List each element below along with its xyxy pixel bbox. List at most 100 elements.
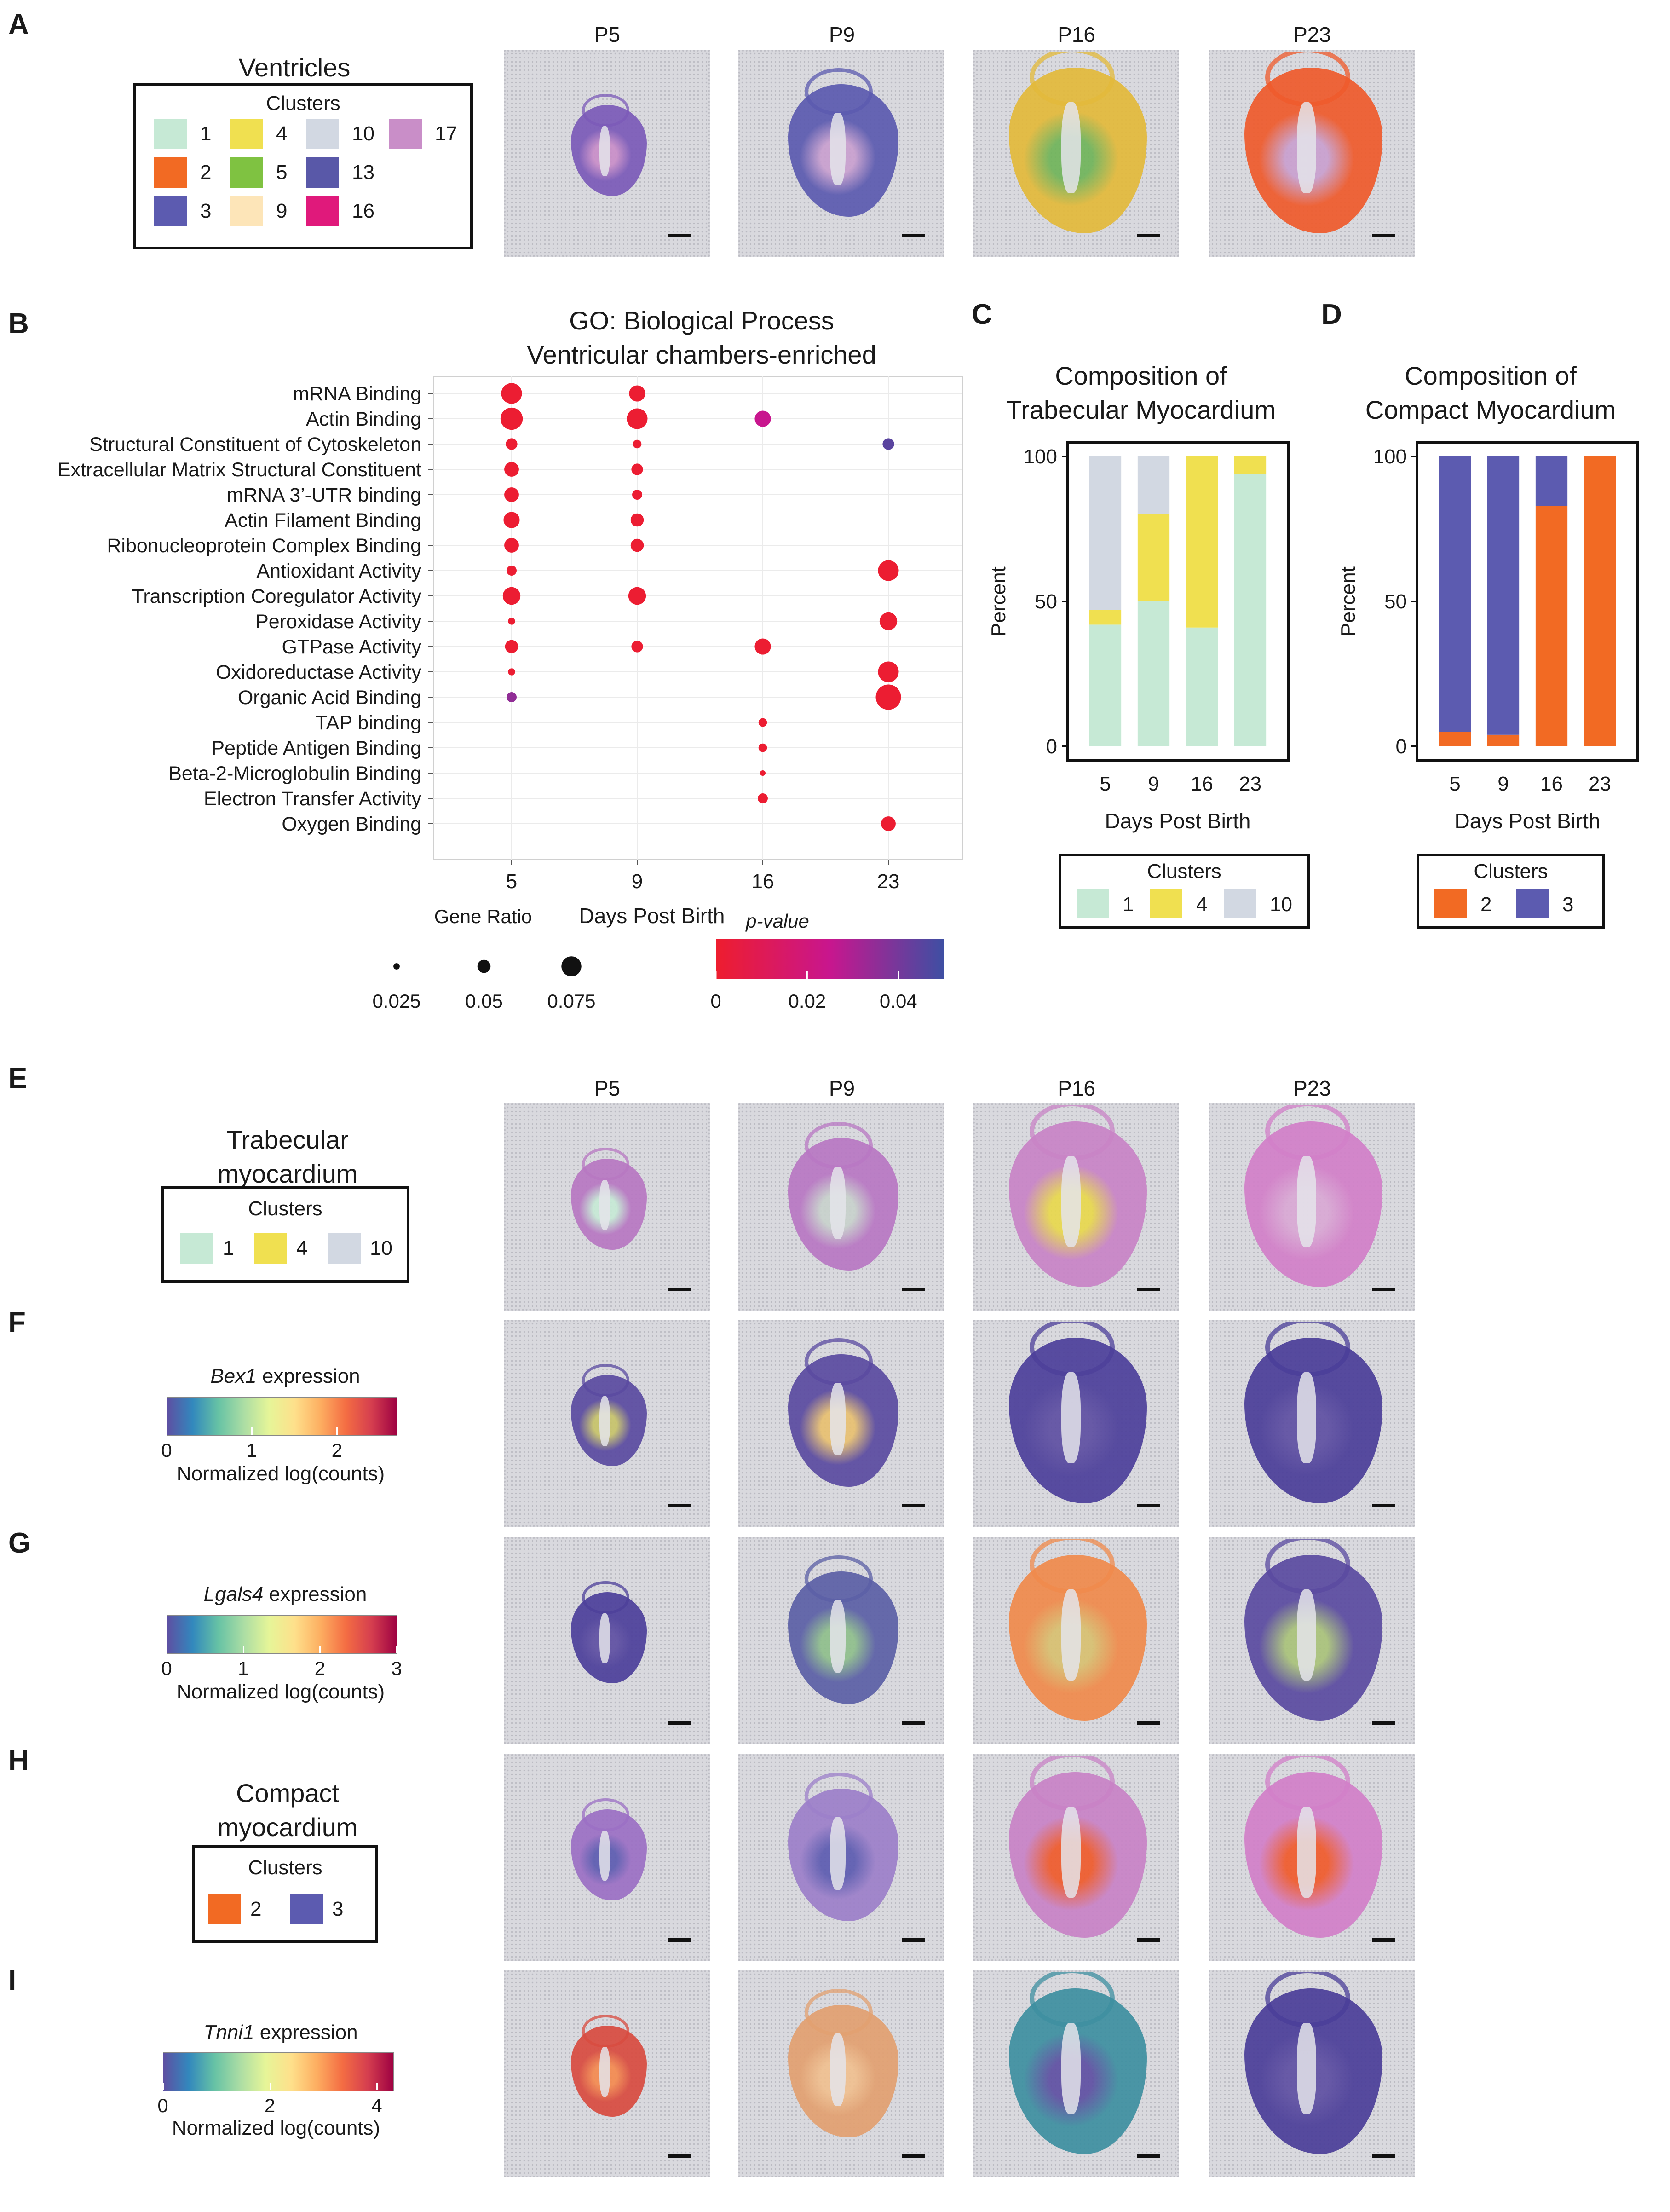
legend-title: Clusters	[1147, 860, 1221, 883]
atrium-outline	[582, 1798, 629, 1831]
scale-bar	[902, 1938, 925, 1942]
y-tick-label: 0	[1396, 735, 1407, 758]
y-tick-label: Organic Acid Binding	[238, 687, 421, 709]
atrium-outline	[582, 1148, 629, 1181]
scale-bar	[668, 1504, 691, 1507]
col-title-e-p23: P23	[1293, 1076, 1331, 1100]
atrium-outline	[1030, 1322, 1115, 1377]
dot-point	[633, 439, 642, 449]
size-legend-label: 0.075	[547, 990, 595, 1012]
y-tick-label: Ribonucleoprotein Complex Binding	[107, 535, 421, 557]
colorbar-tick	[336, 1427, 338, 1435]
atrium-outline	[1265, 1972, 1350, 2027]
tissue-image-row6-p16	[973, 1970, 1179, 2177]
tissue-image-row4-p23	[1209, 1537, 1415, 1744]
ventricle-lumen	[1297, 1806, 1316, 1898]
scale-bar	[902, 1288, 925, 1291]
ventricle-lumen	[1061, 1155, 1081, 1247]
atrium-outline	[582, 94, 629, 127]
tissue-image-row1-p9	[738, 50, 944, 257]
atrium-outline	[582, 2015, 629, 2048]
scale-bar	[668, 1938, 691, 1942]
dot-point	[631, 463, 643, 475]
tnni1-colorbar-title: Tnni1 expression	[203, 2021, 358, 2044]
legend-label-2: 2	[1480, 893, 1491, 916]
y-tick-label: Actin Binding	[306, 408, 421, 430]
x-tick-label: 16	[1540, 773, 1563, 795]
tissue-image-row2-p9	[738, 1103, 944, 1311]
col-title-e-p5: P5	[594, 1076, 621, 1100]
tissue-image-row3-p9	[738, 1320, 944, 1527]
legend-label-cluster-4: 4	[296, 1237, 308, 1259]
dot-point	[500, 407, 523, 430]
tissue-image-row3-p16	[973, 1320, 1179, 1527]
legend-label-cluster-17: 17	[435, 122, 457, 145]
tissue-image-row4-p9	[738, 1537, 944, 1744]
bex1-colorbar-subtitle: Normalized log(counts)	[176, 1462, 385, 1485]
ventricle-lumen	[1061, 102, 1081, 193]
y-axis-title: Percent	[987, 566, 1010, 636]
atrium-outline	[1030, 52, 1115, 107]
colorbar-tick-label: 2	[331, 1439, 343, 1461]
legend-swatch-cluster-3	[290, 1894, 323, 1924]
ventricle-lumen	[1061, 2022, 1081, 2114]
scale-bar	[1372, 2154, 1395, 2158]
colorbar-tick-label: 0	[161, 1658, 172, 1679]
y-tick-label: mRNA Binding	[293, 383, 421, 405]
dot-point	[506, 438, 518, 450]
x-tick-label: 5	[1100, 773, 1111, 795]
colorbar-tick	[319, 1646, 321, 1653]
panel-c-title-line2: Trabecular Myocardium	[1006, 395, 1276, 424]
color-legend-tick-label: 0.04	[880, 990, 917, 1012]
bar-segment-2	[1439, 732, 1471, 746]
y-tick-label: Peptide Antigen Binding	[211, 737, 421, 759]
dot-point	[504, 538, 519, 553]
panel-label-e: E	[8, 1063, 28, 1094]
panel-h-title-line2: myocardium	[217, 1813, 358, 1842]
panel-b-title: GO: Biological Process	[569, 306, 834, 335]
tissue-image-row5-p9	[738, 1754, 944, 1961]
scale-bar	[668, 1721, 691, 1725]
legend-label-cluster-3: 3	[200, 200, 212, 222]
legend-swatch-cluster-16	[306, 196, 339, 226]
color-legend-bar	[716, 939, 944, 979]
tnni1-colorbar	[163, 2052, 394, 2091]
panel-label-g: G	[8, 1527, 31, 1559]
atrium-outline	[1265, 1322, 1350, 1377]
legend-swatch-1	[1077, 889, 1109, 918]
bar-segment-4	[1089, 610, 1122, 625]
tissue-image-row1-p5	[504, 50, 710, 257]
ventricle-lumen	[830, 112, 846, 186]
ventricle-lumen	[1297, 1155, 1316, 1247]
scale-bar	[1137, 1288, 1160, 1291]
y-tick-label: Oxidoreductase Activity	[216, 661, 421, 683]
tnni1-colorbar-subtitle: Normalized log(counts)	[172, 2117, 380, 2139]
atrium-outline	[1265, 1539, 1350, 1594]
atrium-outline	[1265, 1756, 1350, 1811]
legend-swatch-cluster-2	[208, 1894, 241, 1924]
dot-point	[878, 560, 899, 581]
atrium-outline	[805, 1122, 873, 1169]
dot-point	[627, 408, 648, 429]
tissue-image-row2-p23	[1209, 1103, 1415, 1311]
dot-point	[758, 793, 768, 803]
legend-label-cluster-2: 2	[250, 1898, 262, 1920]
colorbar-tick	[396, 1646, 397, 1653]
tissue-image-row1-p16	[973, 50, 1179, 257]
legend-swatch-cluster-17	[389, 119, 422, 149]
ventricle-lumen	[599, 2046, 610, 2097]
dot-point	[758, 718, 767, 727]
dot-point	[760, 770, 766, 776]
x-tick-label: 23	[877, 870, 900, 893]
legend-label-cluster-4: 4	[276, 122, 288, 145]
bar-segment-3	[1535, 456, 1568, 506]
tissue-image-row5-p16	[973, 1754, 1179, 1961]
atrium-outline	[805, 1773, 873, 1820]
col-title-p9: P9	[829, 23, 855, 46]
atrium-outline	[1265, 1105, 1350, 1161]
legend-label-cluster-13: 13	[352, 161, 374, 184]
panel-c-title-line1: Composition of	[1055, 361, 1227, 390]
tissue-image-row4-p5	[504, 1537, 710, 1744]
bar-segment-2	[1584, 456, 1616, 746]
